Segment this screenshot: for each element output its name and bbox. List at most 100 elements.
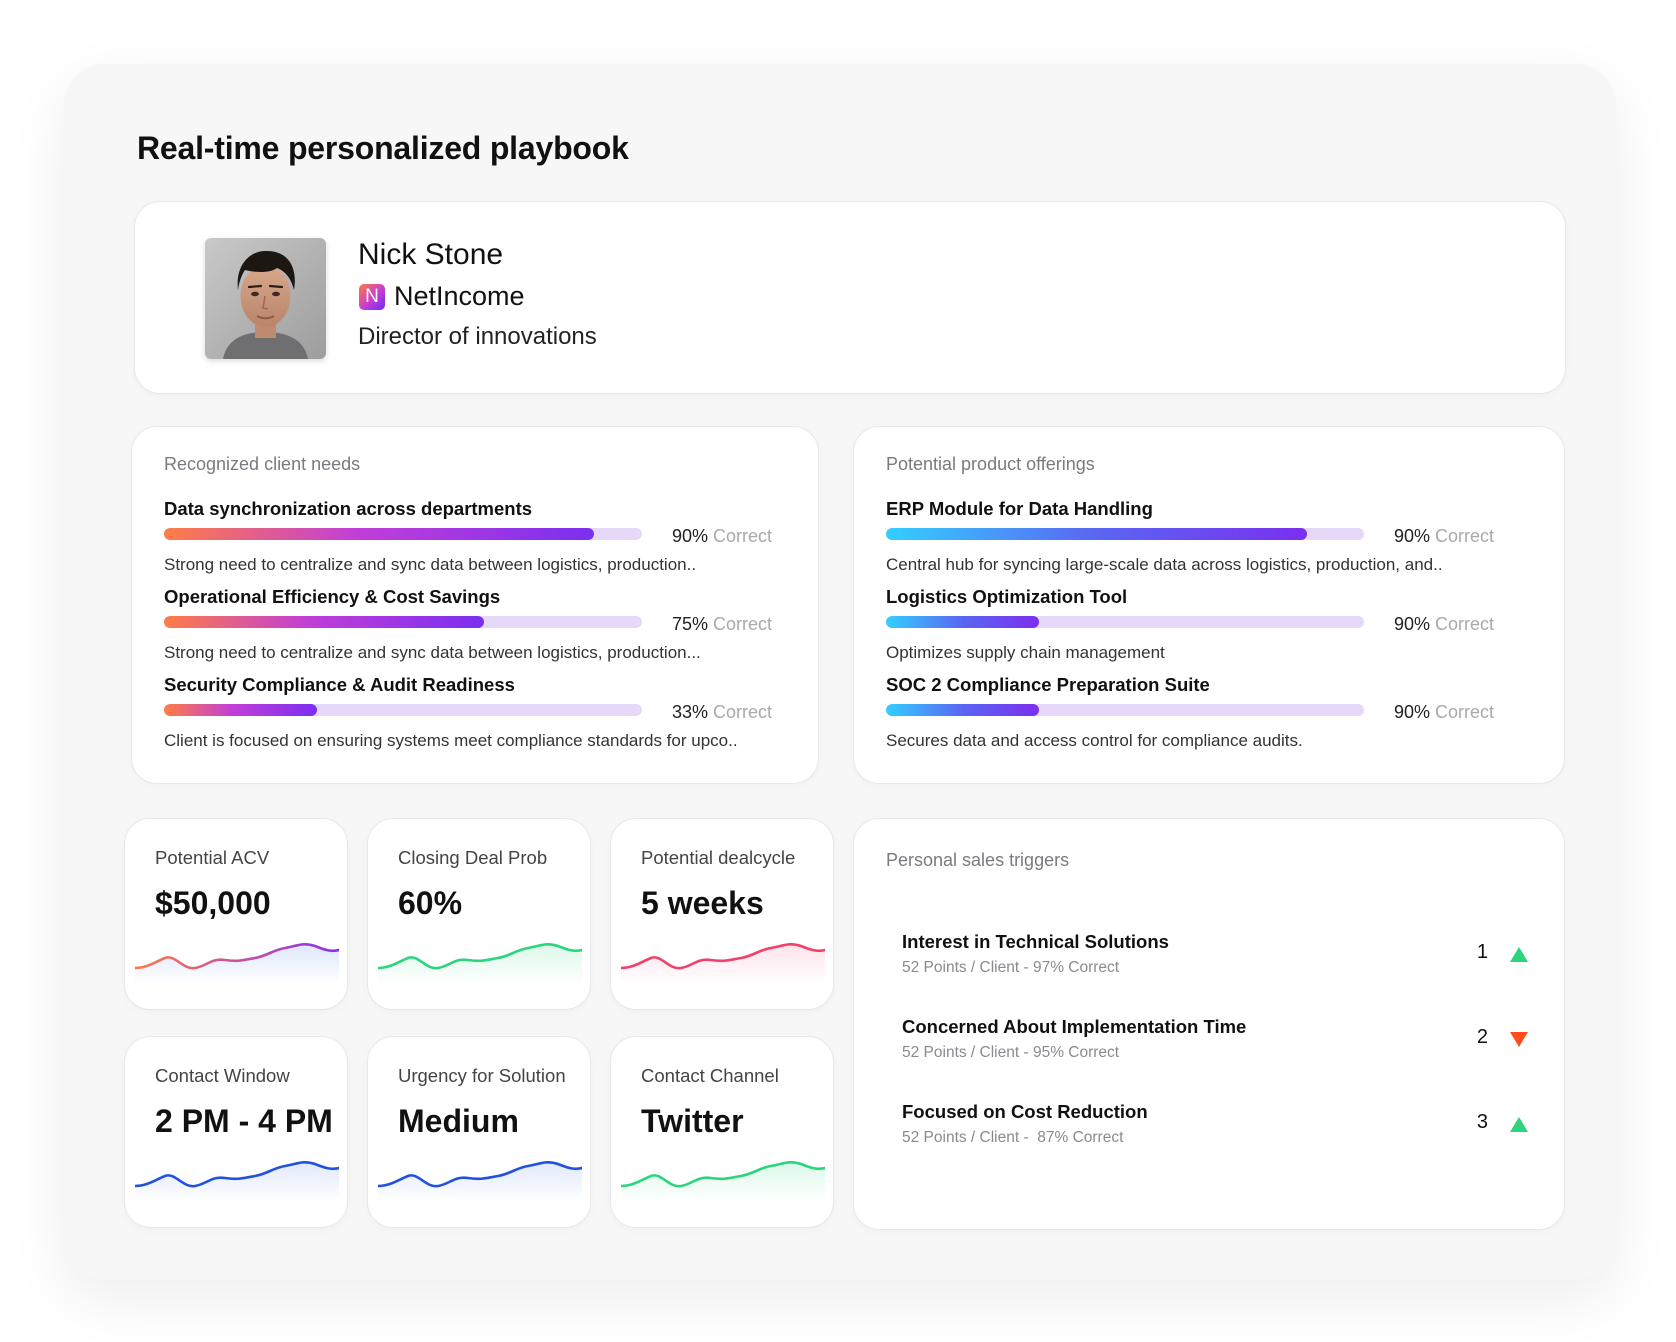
offering-title: SOC 2 Compliance Preparation Suite [886, 674, 1210, 695]
offering-item: Logistics Optimization Tool 90% Correct … [886, 586, 1540, 666]
sparkline-line [135, 1161, 339, 1188]
offering-description: Central hub for syncing large-scale data… [886, 555, 1443, 574]
netincome-logo-icon: N [358, 282, 386, 311]
profile-card: Nick Stone N NetIncome Director of innov… [134, 201, 1566, 394]
trend-up-icon [1510, 947, 1528, 962]
metric-label: Contact Channel [641, 1065, 779, 1086]
metric-value: 5 weeks [641, 885, 764, 921]
need-progress-fill [164, 704, 317, 716]
sparkline-line [621, 1161, 825, 1188]
offering-title: Logistics Optimization Tool [886, 586, 1128, 607]
need-description: Client is focused on ensuring systems me… [164, 731, 738, 750]
trigger-item: Focused on Cost Reduction 52 Points / Cl… [902, 1101, 1528, 1161]
sales-triggers-card: Personal sales triggers Interest in Tech… [853, 818, 1565, 1230]
offering-progress-track [886, 704, 1364, 716]
trigger-rank: 3 [1476, 1111, 1488, 1133]
need-item: Data synchronization across departments … [164, 498, 794, 578]
sparkline-area [378, 1162, 582, 1202]
sparkline-area [621, 1162, 825, 1202]
need-item: Security Compliance & Audit Readiness 33… [164, 674, 794, 754]
trigger-subtitle: 52 Points / Client - 97% Correct [902, 959, 1120, 976]
trigger-rank: 2 [1476, 1026, 1488, 1048]
need-percent: 33% Correct [672, 702, 773, 722]
sparkline-line [378, 1161, 582, 1188]
offering-item: ERP Module for Data Handling 90% Correct… [886, 498, 1540, 578]
need-description: Strong need to centralize and sync data … [164, 555, 697, 574]
trigger-subtitle: 52 Points / Client - 87% Correct [902, 1129, 1124, 1146]
need-progress-track [164, 528, 642, 540]
company-name: NetIncome [394, 281, 525, 311]
sparkline-area [135, 944, 339, 984]
offering-title: ERP Module for Data Handling [886, 498, 1153, 519]
need-progress-fill [164, 528, 595, 540]
offering-progress-fill [886, 528, 1307, 540]
trigger-subtitle: 52 Points / Client - 95% Correct [902, 1044, 1120, 1061]
metric-card-closing-deal-prob: Closing Deal Prob 60% [367, 818, 591, 1010]
metric-label: Contact Window [155, 1065, 290, 1086]
offering-percent: 90% Correct [1394, 702, 1495, 722]
offering-progress-track [886, 528, 1364, 540]
need-item: Operational Efficiency & Cost Savings 75… [164, 586, 794, 666]
trigger-title: Focused on Cost Reduction [902, 1101, 1148, 1122]
sparkline [135, 943, 339, 984]
client-needs-label: Recognized client needs [164, 454, 361, 474]
metric-card-potential-dealcycle: Potential dealcycle 5 weeks [610, 818, 834, 1010]
metric-label: Urgency for Solution [398, 1065, 566, 1086]
offering-percent: 90% Correct [1394, 614, 1495, 634]
offering-description: Optimizes supply chain management [886, 643, 1165, 662]
offering-item: SOC 2 Compliance Preparation Suite 90% C… [886, 674, 1540, 754]
need-progress-fill [164, 616, 485, 628]
need-title: Security Compliance & Audit Readiness [164, 674, 515, 695]
offering-description: Secures data and access control for comp… [886, 731, 1303, 750]
trigger-title: Concerned About Implementation Time [902, 1016, 1247, 1037]
metric-value: Twitter [641, 1103, 744, 1139]
client-needs-card: Recognized client needs Data synchroniza… [131, 426, 819, 784]
need-progress-track [164, 616, 642, 628]
trend-down-icon [1510, 1032, 1528, 1047]
profile-role: Director of innovations [358, 323, 597, 350]
metric-label: Potential dealcycle [641, 847, 796, 868]
sparkline-area [621, 944, 825, 984]
metric-value: 60% [398, 885, 463, 921]
page-title: Real-time personalized playbook [137, 130, 629, 166]
offering-progress-fill [886, 616, 1039, 628]
trigger-rank: 1 [1476, 941, 1488, 963]
avatar [205, 238, 326, 359]
metric-value: $50,000 [155, 885, 271, 921]
metric-value: 2 PM - 4 PM [155, 1103, 333, 1139]
trigger-item: Concerned About Implementation Time 52 P… [902, 1016, 1528, 1076]
sparkline [378, 1161, 582, 1202]
need-title: Data synchronization across departments [164, 498, 533, 519]
trigger-item: Interest in Technical Solutions 52 Point… [902, 931, 1528, 991]
metric-card-urgency: Urgency for Solution Medium [367, 1036, 591, 1228]
sparkline [621, 943, 825, 984]
trend-up-icon [1510, 1117, 1528, 1132]
sparkline-line [378, 943, 582, 970]
product-offerings-label: Potential product offerings [886, 454, 1095, 474]
metric-card-contact-window: Contact Window 2 PM - 4 PM [124, 1036, 348, 1228]
need-title: Operational Efficiency & Cost Savings [164, 586, 501, 607]
sparkline-line [135, 943, 339, 970]
profile-company: N NetIncome [358, 281, 525, 312]
offering-progress-track [886, 616, 1364, 628]
trigger-title: Interest in Technical Solutions [902, 931, 1169, 952]
metric-label: Potential ACV [155, 847, 270, 868]
metric-card-contact-channel: Contact Channel Twitter [610, 1036, 834, 1228]
offering-progress-fill [886, 704, 1039, 716]
need-percent: 90% Correct [672, 526, 773, 546]
sales-triggers-label: Personal sales triggers [886, 850, 1070, 870]
sparkline [378, 943, 582, 984]
need-percent: 75% Correct [672, 614, 773, 634]
metric-label: Closing Deal Prob [398, 847, 548, 868]
sparkline-area [135, 1162, 339, 1202]
offering-percent: 90% Correct [1394, 526, 1495, 546]
metric-value: Medium [398, 1103, 519, 1139]
sparkline [135, 1161, 339, 1202]
need-description: Strong need to centralize and sync data … [164, 643, 701, 662]
need-progress-track [164, 704, 642, 716]
profile-name: Nick Stone [358, 238, 504, 271]
sparkline-line [621, 943, 825, 970]
metric-card-potential-acv: Potential ACV $50,000 [124, 818, 348, 1010]
sparkline [621, 1161, 825, 1202]
sparkline-area [378, 944, 582, 984]
